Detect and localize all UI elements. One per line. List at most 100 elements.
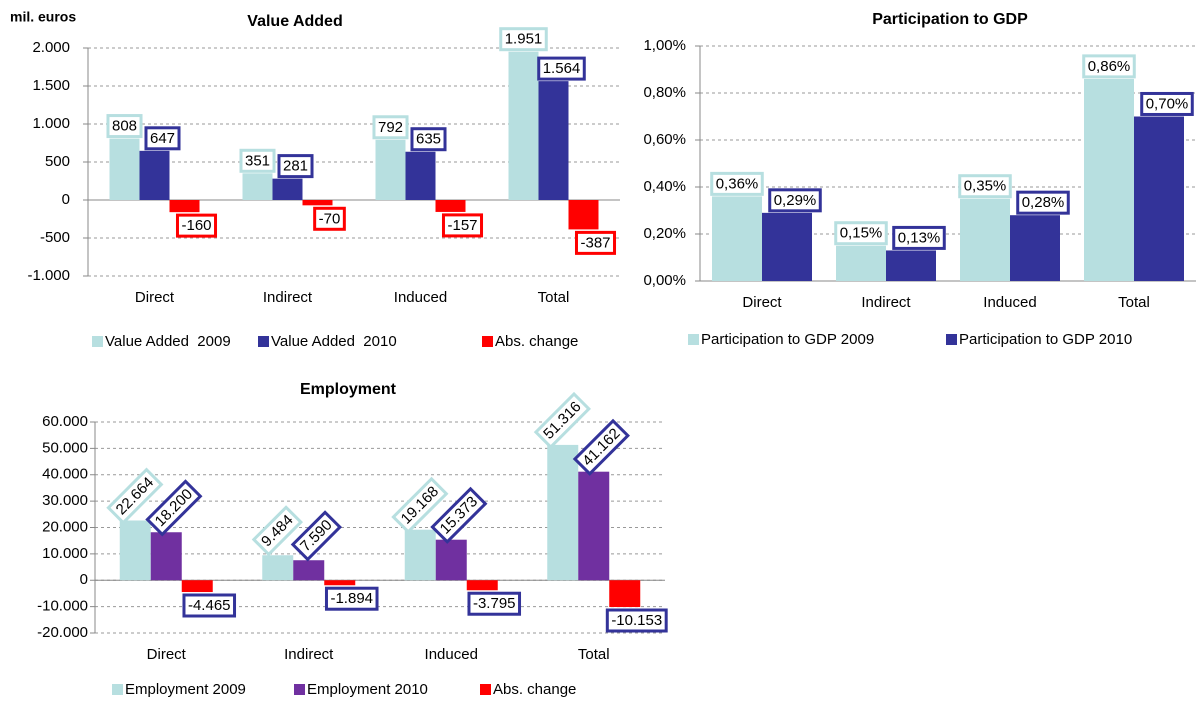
legend-swatch (112, 684, 123, 695)
data-label: 15.373 (430, 486, 488, 544)
label-box (467, 591, 522, 616)
data-label: 1.951 (499, 27, 548, 52)
x-tick-label: Total (1118, 294, 1150, 311)
data-label: 792 (372, 115, 409, 140)
data-label-text: 0,29% (774, 192, 817, 209)
bar (960, 198, 1010, 281)
bar (272, 178, 303, 200)
data-label-text: 0,35% (964, 178, 1007, 195)
label-box (239, 148, 276, 173)
data-label-text: 281 (283, 158, 308, 175)
label-box (768, 188, 822, 213)
label-box (1082, 54, 1136, 79)
y-tick-label: 0,80% (643, 84, 686, 101)
data-label-text: -70 (319, 210, 341, 227)
label-box (499, 27, 548, 52)
y-tick-label: -500 (40, 229, 70, 246)
bar (324, 580, 356, 586)
legend-label: Abs. change (493, 681, 576, 698)
y-tick-label: 500 (45, 153, 70, 170)
x-tick-label: Induced (425, 646, 478, 663)
chart-title: Value Added (247, 13, 342, 30)
x-tick-label: Indirect (263, 289, 313, 306)
y-tick-label: 30.000 (42, 492, 88, 509)
bar (886, 250, 936, 281)
label-box (106, 467, 164, 525)
data-label: -160 (175, 213, 218, 238)
bar (609, 580, 641, 608)
legend-swatch (946, 334, 957, 345)
data-label: 281 (277, 154, 314, 179)
x-tick-label: Total (578, 646, 610, 663)
legend-label: Abs. change (495, 333, 578, 350)
bar (435, 200, 466, 212)
y-tick-label: 0,20% (643, 225, 686, 242)
label-box (290, 510, 343, 562)
bar (1084, 78, 1134, 282)
bar (1010, 215, 1060, 281)
label-box (834, 221, 888, 246)
label-box (958, 174, 1012, 199)
data-label: -10.153 (605, 608, 668, 633)
label-box (1140, 91, 1194, 116)
bar (109, 138, 140, 200)
bar (150, 532, 182, 581)
label-box (574, 230, 617, 255)
data-label-text: 0,15% (840, 225, 883, 242)
label-box (430, 486, 488, 544)
label-box (537, 56, 586, 81)
data-label-text: 0,70% (1146, 95, 1189, 112)
unit-label: mil. euros (10, 9, 76, 25)
y-tick-label: 0 (80, 571, 88, 588)
bar (262, 555, 294, 581)
bar (762, 212, 812, 281)
data-label-text: 1.564 (543, 60, 581, 77)
data-label: -1.894 (324, 586, 379, 611)
y-tick-label: -1.000 (27, 267, 70, 284)
data-label: -157 (441, 213, 484, 238)
legend-swatch (688, 334, 699, 345)
legend-swatch (482, 336, 493, 347)
y-tick-label: 1.000 (32, 115, 70, 132)
data-label-text: 792 (378, 119, 403, 136)
data-label: 0,15% (834, 221, 888, 246)
label-box (710, 171, 764, 196)
data-label: 1.564 (537, 56, 586, 81)
data-label-text: -387 (580, 234, 610, 251)
y-tick-label: 0 (62, 191, 70, 208)
x-tick-label: Induced (394, 289, 447, 306)
label-box (391, 476, 449, 534)
data-label: -387 (574, 230, 617, 255)
data-label-text: 1.951 (505, 31, 543, 48)
data-label-text: -10.153 (611, 612, 662, 629)
y-tick-label: 50.000 (42, 439, 88, 456)
data-label-text: -3.795 (473, 595, 516, 612)
y-tick-label: -20.000 (37, 624, 88, 641)
bar (1134, 116, 1184, 281)
label-box (313, 206, 346, 231)
x-tick-label: Direct (147, 646, 187, 663)
data-label: 351 (239, 148, 276, 173)
label-box (441, 213, 484, 238)
data-label-text: 808 (112, 118, 137, 135)
label-box (572, 418, 630, 476)
bar (538, 81, 569, 200)
bar (181, 580, 213, 593)
data-label: 635 (410, 127, 447, 152)
data-label: 0,36% (710, 171, 764, 196)
y-tick-label: -10.000 (37, 598, 88, 615)
y-tick-label: 10.000 (42, 545, 88, 562)
bar (242, 173, 273, 200)
x-tick-label: Direct (742, 294, 782, 311)
bar (568, 200, 599, 230)
data-label: 51.316 (533, 391, 591, 450)
label-box (410, 127, 447, 152)
y-tick-label: 0,40% (643, 178, 686, 195)
data-label: 0,28% (1016, 190, 1070, 215)
data-label: 808 (106, 114, 143, 139)
data-label-text: 647 (150, 130, 175, 147)
x-tick-label: Direct (135, 289, 175, 306)
data-label-text: 0,13% (898, 229, 941, 246)
label-box (533, 391, 591, 450)
